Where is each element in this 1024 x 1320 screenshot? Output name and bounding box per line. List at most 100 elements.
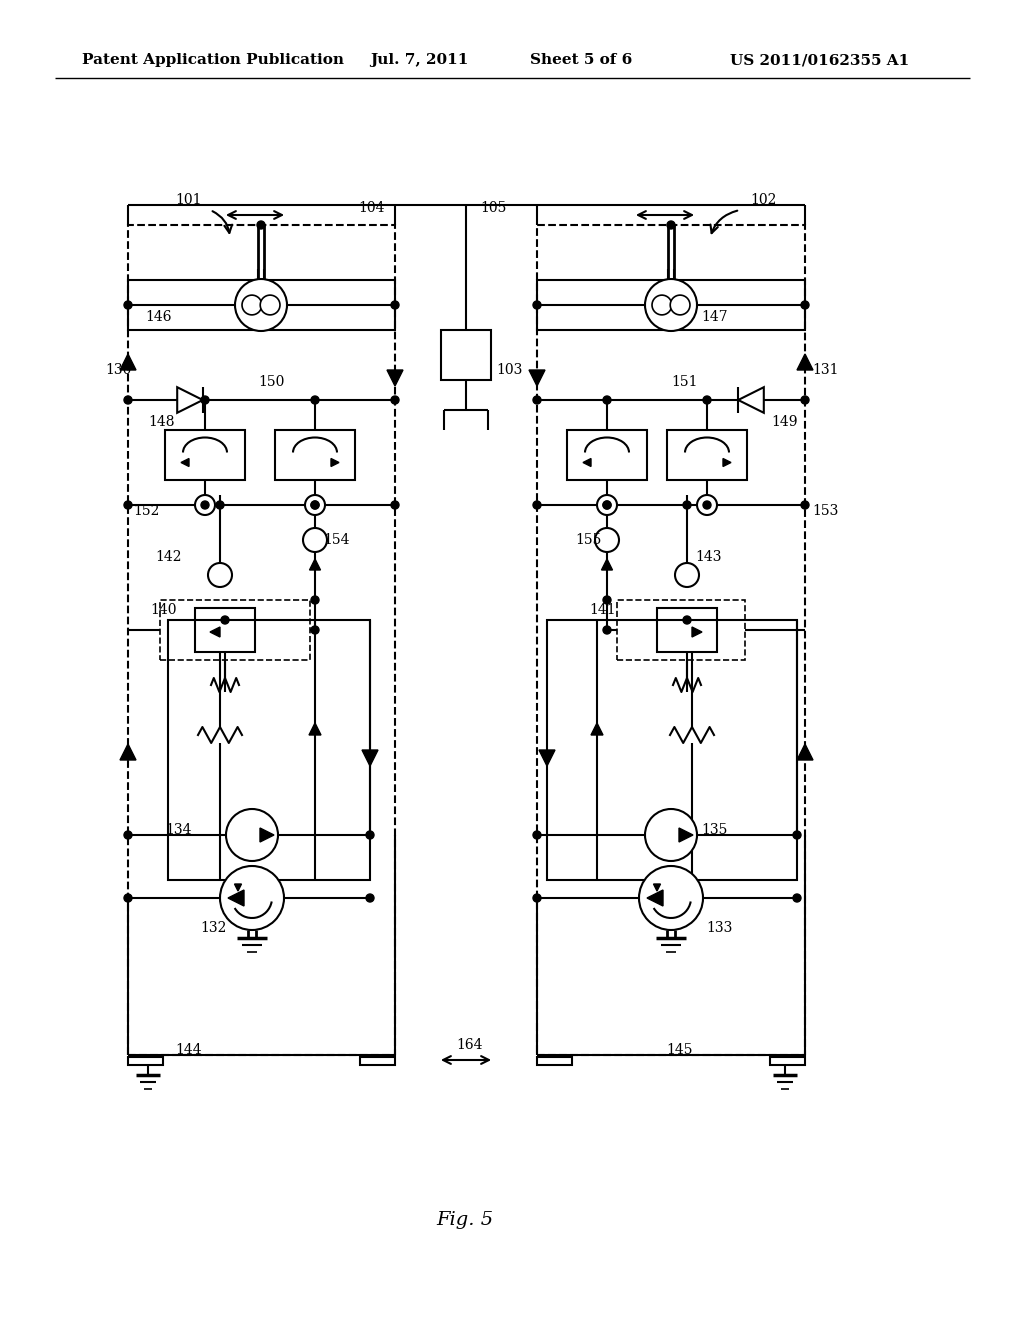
Text: 131: 131 (812, 363, 839, 378)
Polygon shape (539, 750, 555, 766)
Bar (667, 430, 746, 480)
Circle shape (220, 866, 284, 931)
Circle shape (242, 296, 262, 315)
Bar (160, 601, 310, 660)
Polygon shape (181, 458, 189, 466)
Circle shape (534, 396, 541, 404)
Circle shape (534, 894, 541, 902)
Text: 132: 132 (200, 921, 226, 935)
Circle shape (208, 564, 232, 587)
Text: 153: 153 (812, 504, 839, 517)
Text: 146: 146 (145, 310, 171, 323)
Bar (537, 280, 805, 330)
Circle shape (124, 894, 132, 902)
Bar (547, 620, 797, 880)
Text: 101: 101 (175, 193, 202, 207)
Polygon shape (234, 884, 242, 891)
Polygon shape (797, 354, 813, 370)
Circle shape (124, 396, 132, 404)
Circle shape (534, 502, 541, 510)
Bar (360, 1057, 395, 1065)
Circle shape (303, 528, 327, 552)
Text: 152: 152 (133, 504, 160, 517)
Circle shape (603, 502, 611, 510)
Circle shape (645, 809, 697, 861)
Circle shape (603, 597, 611, 605)
Circle shape (703, 396, 711, 404)
Circle shape (683, 616, 691, 624)
Bar (195, 609, 255, 652)
Text: Jul. 7, 2011: Jul. 7, 2011 (370, 53, 468, 67)
Text: 150: 150 (258, 375, 285, 389)
Bar (770, 1057, 805, 1065)
Polygon shape (723, 458, 731, 466)
Circle shape (221, 616, 229, 624)
Text: 105: 105 (480, 201, 507, 215)
Text: 142: 142 (155, 550, 181, 564)
Text: 143: 143 (695, 550, 722, 564)
Circle shape (305, 495, 325, 515)
Polygon shape (653, 884, 660, 891)
Circle shape (311, 597, 319, 605)
Bar (165, 430, 245, 480)
Circle shape (603, 396, 611, 404)
Circle shape (201, 396, 209, 404)
Circle shape (311, 502, 319, 510)
Circle shape (124, 502, 132, 510)
Circle shape (603, 502, 611, 510)
Circle shape (595, 528, 618, 552)
Polygon shape (529, 370, 545, 385)
Circle shape (195, 495, 215, 515)
Text: 133: 133 (706, 921, 732, 935)
Circle shape (534, 832, 541, 840)
Circle shape (639, 866, 703, 931)
Circle shape (124, 832, 132, 840)
Polygon shape (331, 458, 339, 466)
Bar (128, 224, 395, 1055)
Polygon shape (692, 627, 702, 638)
Circle shape (697, 495, 717, 515)
Text: 155: 155 (575, 533, 601, 546)
Text: 145: 145 (666, 1043, 692, 1057)
Polygon shape (309, 723, 321, 735)
Circle shape (366, 894, 374, 902)
Bar (168, 620, 370, 880)
Circle shape (793, 894, 801, 902)
Circle shape (124, 301, 132, 309)
Text: 135: 135 (701, 822, 727, 837)
Circle shape (391, 502, 399, 510)
Polygon shape (260, 828, 274, 842)
Circle shape (201, 502, 209, 510)
Polygon shape (120, 354, 136, 370)
Circle shape (793, 832, 801, 840)
Text: 104: 104 (358, 201, 384, 215)
Text: 149: 149 (771, 414, 798, 429)
Text: 130: 130 (105, 363, 131, 378)
Polygon shape (583, 458, 591, 466)
Circle shape (801, 502, 809, 510)
Text: 151: 151 (671, 375, 697, 389)
Polygon shape (591, 723, 603, 735)
Bar (441, 330, 490, 380)
Polygon shape (120, 744, 136, 760)
Circle shape (311, 502, 319, 510)
Bar (657, 609, 717, 652)
Text: 164: 164 (456, 1038, 482, 1052)
Circle shape (667, 220, 675, 228)
Text: 103: 103 (496, 363, 522, 378)
Bar (617, 601, 745, 660)
Text: 147: 147 (701, 310, 728, 323)
Text: Sheet 5 of 6: Sheet 5 of 6 (530, 53, 632, 67)
Bar (537, 1057, 572, 1065)
Circle shape (534, 301, 541, 309)
Circle shape (366, 832, 374, 840)
Circle shape (311, 396, 319, 404)
Circle shape (391, 396, 399, 404)
Circle shape (652, 296, 672, 315)
Circle shape (801, 301, 809, 309)
Circle shape (645, 279, 697, 331)
Text: 134: 134 (165, 822, 191, 837)
Text: Fig. 5: Fig. 5 (436, 1210, 494, 1229)
Polygon shape (387, 370, 403, 385)
Polygon shape (309, 558, 321, 570)
